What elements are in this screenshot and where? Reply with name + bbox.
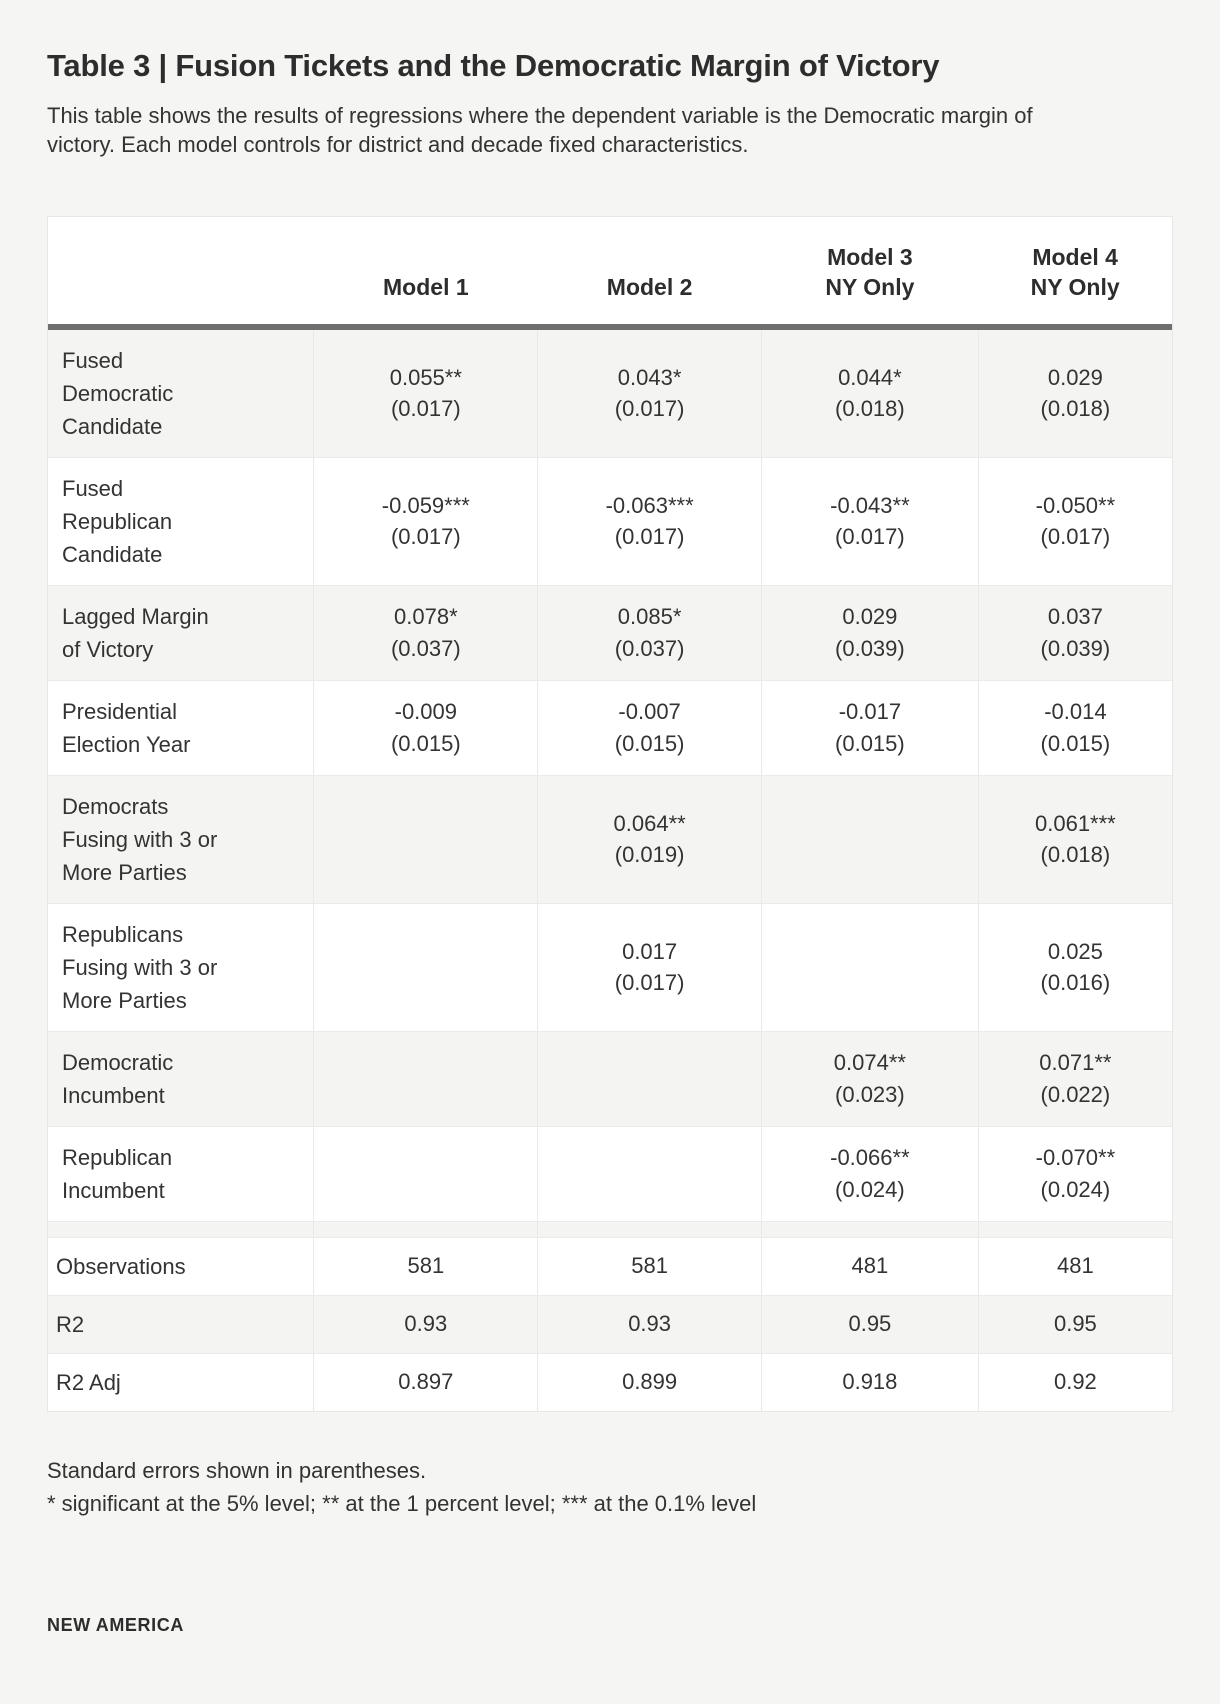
row-label: Lagged Margin of Victory [48,584,314,681]
stat-cell: 0.918 [761,1352,979,1411]
page-description: This table shows the results of regressi… [47,102,1033,157]
spacer-cell [537,1220,762,1238]
coefficient-cell: 0.085* (0.037) [537,584,762,681]
stat-cell: 0.899 [537,1352,762,1411]
stat-cell: 581 [313,1236,538,1296]
column-header: Model 2 [537,217,762,330]
column-header: Model 4 NY Only [978,217,1172,330]
stat-cell: 581 [537,1236,762,1296]
stat-cell: 0.95 [761,1294,979,1354]
coefficient-cell [761,774,979,904]
coefficient-cell: 0.017 (0.017) [537,902,762,1032]
stat-row-label: R2 Adj [48,1352,314,1411]
brand-logo: NEW AMERICA [47,1614,184,1635]
row-label: Fused Republican Candidate [48,456,314,586]
spacer-row [48,1220,1172,1238]
coefficient-cell: -0.063*** (0.017) [537,456,762,586]
coefficient-cell: -0.017 (0.015) [761,679,979,776]
regression-table: Model 1 Model 2 Model 3 NY Only Model 4 NY On… [48,217,1172,1411]
row-label: Presidential Election Year [48,679,314,776]
page: Table 3 | Fusion Tickets and the Democra… [47,48,1173,1635]
coefficient-cell: 0.071** (0.022) [977,1030,1172,1127]
stat-cell: 481 [977,1236,1172,1296]
coefficient-cell: -0.059*** (0.017) [313,456,538,586]
footnotes: Standard errors shown in parentheses. * … [47,1454,1173,1521]
table-card: Model 1 Model 2 Model 3 NY Only Model 4 NY On… [47,216,1173,1412]
coefficient-cell [313,774,538,904]
coefficient-cell [313,1125,538,1222]
spacer-cell [761,1220,979,1238]
coefficient-cell: -0.009 (0.015) [313,679,538,776]
coefficient-cell: 0.043* (0.017) [537,326,762,458]
coefficient-cell: -0.043** (0.017) [761,456,979,586]
column-header: Model 3 NY Only [761,217,979,330]
coefficient-cell: -0.050** (0.017) [977,456,1172,586]
table-row: Presidential Election Year -0.009 (0.015) -0… [48,679,1172,776]
coefficient-cell: 0.044* (0.018) [761,326,979,458]
coefficient-cell [761,902,979,1032]
coefficient-cell [537,1030,762,1127]
stat-row: R2 Adj 0.897 0.899 0.918 0.92 [48,1352,1172,1411]
coefficient-cell: -0.070** (0.024) [977,1125,1172,1222]
coefficient-cell [313,1030,538,1127]
coefficient-cell: 0.064** (0.019) [537,774,762,904]
header-corner-cell [48,217,314,330]
table-row: Republicans Fusing with 3 or More Parties 0… [48,902,1172,1032]
row-label: Fused Democratic Candidate [62,347,174,439]
table-row: Fused Democratic Candidate 0.055** (0.017) 0.… [48,326,1172,458]
stat-cell: 481 [761,1236,979,1296]
table-row: Democrats Fusing with 3 or More Parties 0.0… [48,774,1172,904]
stat-row: R2 0.93 0.93 0.95 0.95 [48,1294,1172,1354]
coefficient-cell [313,902,538,1032]
row-label: Democratic Incumbent [48,1030,314,1127]
coefficient-cell: 0.061*** (0.018) [977,774,1172,904]
coefficient-cell: 0.029 (0.018) [977,326,1172,458]
header-row: Model 1 Model 2 Model 3 NY Only Model 4 NY On… [48,217,1172,330]
coefficient-cell: -0.066** (0.024) [761,1125,979,1222]
row-label: Republicans Fusing with 3 or More Parties [48,902,314,1032]
coefficient-cell: -0.007 (0.015) [537,679,762,776]
stat-cell: 0.93 [313,1294,538,1354]
coefficient-cell [537,1125,762,1222]
page-title: Table 3 | Fusion Tickets and the Democra… [47,48,940,83]
stat-cell: 0.95 [977,1294,1172,1354]
stat-cell: 0.897 [313,1352,538,1411]
stat-cell: 0.92 [977,1352,1172,1411]
footnote-significance: * significant at the 5% level; ** at the… [47,1491,757,1517]
stat-cell: 0.93 [537,1294,762,1354]
table-row: Fused Republican Candidate -0.059*** (0.017)… [48,456,1172,586]
coefficient-cell: -0.014 (0.015) [977,679,1172,776]
stat-row-label: R2 [48,1294,314,1354]
coefficient-cell: 0.078* (0.037) [313,584,538,681]
table-row: Republican Incumbent -0.066** (0.024) -0.070… [48,1125,1172,1222]
column-header: Model 1 [313,217,538,330]
stat-row-label: Observations [48,1236,314,1296]
spacer-cell [313,1220,538,1238]
footnote-standard-errors: Standard errors shown in parentheses. [47,1457,427,1483]
table-header: Model 1 Model 2 Model 3 NY Only Model 4 NY On… [48,217,1172,330]
stat-row: Observations 581 581 481 481 [48,1236,1172,1296]
coefficient-cell: 0.025 (0.016) [977,902,1172,1032]
table-body: Fused Democratic Candidate 0.055** (0.017) 0.… [48,326,1172,1411]
row-label: Democrats Fusing with 3 or More Parties [48,774,314,904]
table-row: Lagged Margin of Victory 0.078* (0.037) 0.08… [48,584,1172,681]
table-row: Democratic Incumbent 0.074** (0.023) 0.071**… [48,1030,1172,1127]
coefficient-cell: 0.037 (0.039) [977,584,1172,681]
coefficient-cell: 0.029 (0.039) [761,584,979,681]
row-label: Republican Incumbent [48,1125,314,1222]
coefficient-cell: 0.074** (0.023) [761,1030,979,1127]
coefficient-cell: 0.055** (0.017) [313,326,538,458]
spacer-cell [48,1220,314,1238]
spacer-cell [977,1220,1172,1238]
